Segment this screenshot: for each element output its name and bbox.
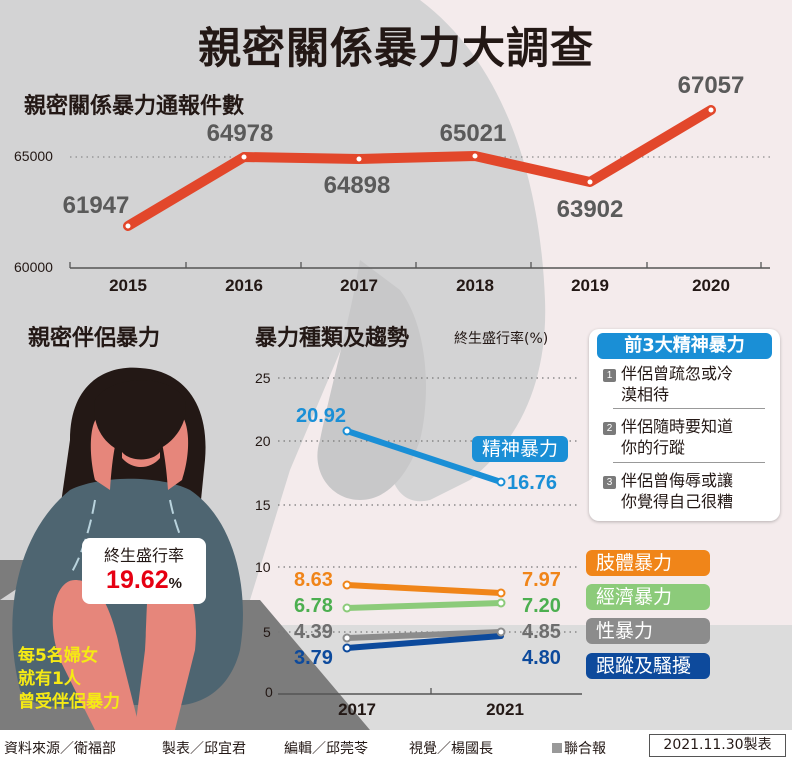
x-tick-2017: 2017 — [340, 276, 378, 295]
x-tick-2018: 2018 — [456, 276, 494, 295]
x-tick-2015: 2015 — [109, 276, 147, 295]
x-tick-2020: 2020 — [692, 276, 730, 295]
prevalence-unit: % — [168, 575, 182, 592]
legend-psychological: 精神暴力 — [472, 436, 569, 462]
y-tick-15: 15 — [255, 497, 271, 513]
report-count-line-chart — [69, 105, 770, 269]
footer-table-by: 製表／邱宜君 — [162, 741, 246, 757]
top3-header: 前3大精神暴力 — [597, 333, 772, 359]
number-badge-2: 2 — [603, 422, 616, 435]
number-badge-3: 3 — [603, 476, 616, 489]
number-badge-1: 1 — [603, 369, 616, 382]
top3-psychological-violence-box: 前3大精神暴力 1 伴侶曾疏忽或冷 漠相待 2 伴侶隨時要知道 你的行蹤 3 伴侶曾侮… — [589, 329, 780, 521]
economic-2021-value: 7.20 — [522, 595, 561, 617]
y-tick-0: 0 — [265, 684, 273, 700]
page-title: 親密關係暴力大調查 — [198, 24, 594, 74]
trend-chart-title: 暴力種類及趨勢 — [255, 326, 410, 351]
trend-chart-unit: 終生盛行率(%) — [454, 331, 549, 347]
legend-sexual: 性暴力 — [586, 618, 710, 644]
woman-illustration — [12, 367, 243, 730]
x-tick-2019: 2019 — [571, 276, 609, 295]
footer-source: 資料來源／衛福部 — [4, 741, 116, 757]
partner-violence-title: 親密伴侶暴力 — [28, 326, 161, 351]
psychological-2017-value: 20.92 — [296, 405, 347, 427]
stalking-2021-value: 4.80 — [522, 647, 561, 669]
economic-2017-value: 6.78 — [294, 595, 333, 617]
top3-item-2: 2 伴侶隨時要知道 你的行蹤 — [603, 416, 773, 458]
y-tick-65000: 65000 — [14, 148, 53, 164]
footer-visual: 視覺／楊國長 — [409, 741, 493, 757]
value-2020: 67057 — [677, 72, 745, 99]
x-tick-2021: 2021 — [486, 700, 524, 719]
footer-publisher: 聯合報 — [552, 738, 606, 758]
y-tick-20: 20 — [255, 433, 271, 449]
physical-2021-value: 7.97 — [522, 569, 561, 591]
prevalence-callout: 終生盛行率 19.62% — [82, 538, 206, 604]
prevalence-value: 19.62 — [106, 566, 169, 594]
footer-editor: 編輯／邱莞苓 — [284, 741, 368, 757]
legend-economic: 經濟暴力 — [586, 584, 710, 610]
divider — [613, 408, 765, 409]
legend-stalking: 跟蹤及騷擾 — [586, 653, 710, 679]
psychological-2021-value: 16.76 — [507, 472, 558, 494]
report-chart-title: 親密關係暴力通報件數 — [24, 94, 245, 119]
publisher-square-icon — [552, 743, 562, 753]
legend-physical: 肢體暴力 — [586, 550, 710, 576]
top3-item-3: 3 伴侶曾侮辱或讓 你覺得自己很糟 — [603, 470, 773, 512]
value-2018: 65021 — [439, 120, 507, 147]
y-tick-5: 5 — [263, 624, 271, 640]
note-line-3: 曾受伴侶暴力 — [18, 692, 120, 712]
value-2019: 63902 — [556, 196, 624, 223]
top3-item-1: 1 伴侶曾疏忽或冷 漠相待 — [603, 363, 773, 405]
sexual-2017-value: 4.39 — [294, 621, 333, 643]
y-tick-60000: 60000 — [14, 259, 53, 275]
statistic-note: 每5名婦女 就有1人 曾受伴侶暴力 — [18, 645, 120, 714]
credits-footer: 資料來源／衛福部 製表／邱宜君 編輯／邱莞苓 視覺／楊國長 聯合報 2021.1… — [0, 730, 792, 761]
footer-date: 2021.11.30製表 — [649, 734, 786, 757]
y-tick-10: 10 — [255, 559, 271, 575]
physical-2017-value: 8.63 — [294, 569, 333, 591]
sexual-2021-value: 4.85 — [522, 621, 561, 643]
stalking-2017-value: 3.79 — [294, 647, 333, 669]
x-tick-2017: 2017 — [338, 700, 376, 719]
divider — [613, 462, 765, 463]
value-2015: 61947 — [62, 192, 130, 219]
value-2017: 64898 — [323, 172, 391, 199]
value-2016: 64978 — [206, 120, 274, 147]
note-line-2: 就有1人 — [18, 669, 81, 689]
y-tick-25: 25 — [255, 370, 271, 386]
note-line-1: 每5名婦女 — [18, 646, 98, 666]
prevalence-label: 終生盛行率 — [103, 546, 184, 565]
x-tick-2016: 2016 — [225, 276, 263, 295]
